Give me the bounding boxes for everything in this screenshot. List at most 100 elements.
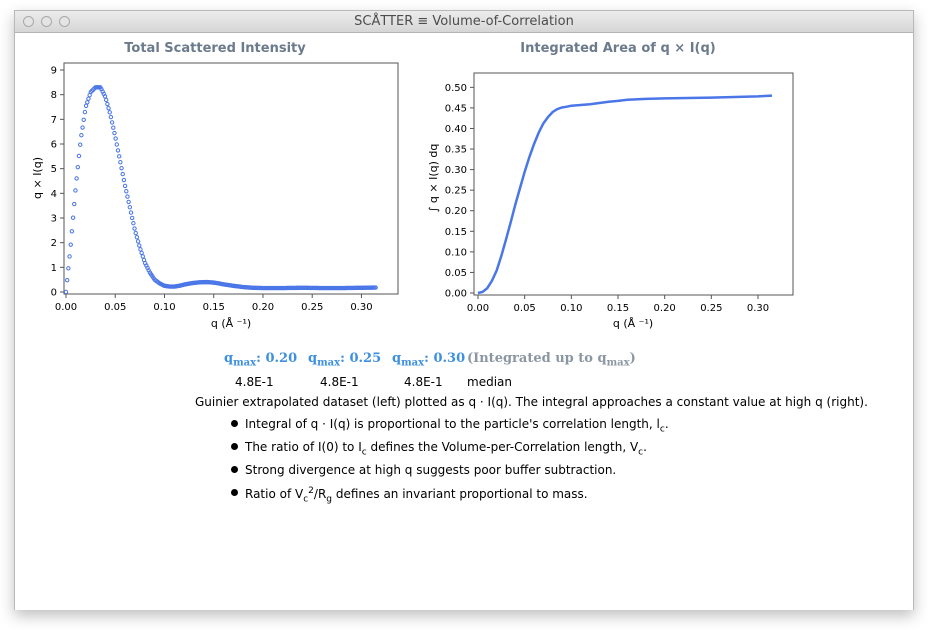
left-chart-point (109, 120, 115, 125)
bullet-icon (231, 420, 238, 427)
qmax-020: qmax: 0.20 (224, 351, 298, 369)
right-chart-y-ticks: 0.00 0.05 0.10 0.15 0.20 0.25 0.30 0.35 0.40 0.45… (445, 83, 474, 300)
value-025: 4.8E-1 (320, 375, 359, 389)
qmax-030: qmax: 0.30 (392, 351, 466, 369)
bullet-icon (231, 466, 238, 473)
left-chart-point (105, 101, 110, 107)
left-chart-point (68, 242, 73, 247)
list-item: The ratio of I(0) to Ic defines the Volu… (231, 440, 669, 463)
left-chart-y-tick-label: 4 (51, 189, 57, 200)
left-chart-point (73, 188, 78, 193)
left-chart-xlabel: q (Å ⁻¹) (211, 317, 251, 330)
left-chart-frame (63, 62, 399, 295)
left-chart-y-tick-label: 7 (51, 115, 57, 126)
right-chart-x-tick-label: 0.25 (700, 303, 722, 314)
left-chart-point (64, 277, 70, 283)
minimize-window-button[interactable] (41, 16, 52, 27)
left-chart-x-ticks: 0.00 0.05 0.10 0.15 0.20 0.25 0.30 (55, 294, 373, 313)
left-chart-ylabel: q × I(q) (31, 157, 44, 199)
left-chart-x-tick-label: 0.10 (153, 302, 175, 313)
bullet-icon (231, 443, 238, 450)
left-chart-point (140, 254, 146, 259)
right-chart-frame (473, 72, 794, 296)
left-chart-point (79, 133, 84, 138)
left-chart-points (63, 85, 378, 295)
left-chart-point (112, 130, 117, 136)
left-chart-x-tick-label: 0.05 (104, 302, 126, 313)
right-chart-y-tick-label: 0.00 (445, 289, 467, 300)
right-chart-x-tick-label: 0.10 (560, 303, 582, 314)
right-chart-x-ticks: 0.00 0.05 0.10 0.15 0.20 0.25 0.30 (467, 295, 769, 314)
left-chart-point (82, 109, 88, 115)
left-chart-point (114, 142, 120, 147)
right-chart-ylabel: ∫ q × I(q) dq (427, 144, 440, 213)
left-chart-point (76, 153, 82, 159)
zoom-window-button[interactable] (59, 16, 70, 27)
left-chart-point (77, 142, 83, 147)
left-chart-x-tick-label: 0.15 (203, 302, 225, 313)
right-chart-y-tick-label: 0.15 (445, 227, 467, 238)
left-chart-point (126, 199, 131, 205)
right-chart-x-tick-label: 0.15 (607, 303, 629, 314)
left-chart-point (85, 100, 90, 105)
bullet-icon (231, 489, 238, 496)
right-chart-y-tick-label: 0.30 (445, 165, 467, 176)
left-chart-point (128, 210, 134, 215)
left-chart-x-tick-label: 0.25 (301, 302, 323, 313)
left-chart-point (131, 221, 136, 226)
right-chart-y-tick-label: 0.20 (445, 206, 467, 217)
left-chart-y-tick-label: 2 (51, 238, 57, 249)
right-chart-xlabel: q (Å ⁻¹) (613, 317, 653, 330)
left-chart-point (121, 177, 127, 183)
left-chart-point (75, 164, 81, 170)
list-item: Strong divergence at high q suggests poo… (231, 463, 669, 486)
left-chart-point (107, 110, 112, 115)
left-chart-point (80, 125, 85, 130)
left-chart-point (108, 114, 114, 120)
right-chart-y-tick-label: 0.10 (445, 247, 467, 258)
left-chart-y-tick-label: 1 (51, 263, 57, 274)
left-chart-point (111, 125, 116, 130)
left-chart-point (135, 239, 141, 244)
left-chart-point (129, 215, 135, 221)
value-030: 4.8E-1 (404, 375, 443, 389)
right-chart-y-tick-label: 0.45 (445, 103, 467, 114)
left-chart-point (138, 247, 143, 252)
left-chart-point (113, 136, 118, 141)
integration-note: (Integrated up to qmax) (467, 351, 636, 369)
left-chart-point (120, 171, 125, 177)
left-chart-point (127, 205, 133, 210)
charts-area: Total Scattered Intensity 0 1 2 3 4 5 6 7 8 9 0.0… (31, 41, 794, 330)
list-item: Ratio of Vc2/Rg defines an invariant pro… (231, 486, 669, 509)
left-chart-point (72, 201, 77, 207)
right-chart-x-tick-label: 0.00 (467, 303, 489, 314)
app-window: SCÅTTER ≡ Volume-of-Correlation Total Sc… (14, 10, 914, 610)
close-window-button[interactable] (23, 16, 34, 27)
left-chart-point (125, 194, 130, 199)
left-chart-point (83, 103, 89, 109)
qmax-025: qmax: 0.25 (308, 351, 382, 369)
left-chart-y-tick-label: 0 (51, 288, 57, 299)
value-statistic: median (467, 375, 512, 389)
left-chart-point (63, 289, 69, 295)
right-chart-x-tick-label: 0.30 (747, 303, 769, 314)
qmax-row: qmax: 0.20 qmax: 0.25 qmax: 0.30 (Integr… (15, 351, 913, 371)
left-chart-point (122, 183, 128, 189)
left-chart-point (66, 266, 71, 271)
left-chart-y-tick-label: 3 (51, 214, 57, 225)
left-chart-y-tick-label: 6 (51, 140, 57, 151)
left-chart-point (67, 254, 72, 259)
left-chart-point (70, 215, 76, 220)
left-chart: Total Scattered Intensity 0 1 2 3 4 5 6 7 8 9 0.0… (31, 41, 399, 330)
left-chart-point (106, 105, 111, 111)
left-chart-point (115, 148, 121, 153)
notes-list: Integral of q · I(q) is proportional to … (231, 417, 669, 509)
left-chart-title: Total Scattered Intensity (124, 41, 306, 56)
left-chart-y-tick-label: 5 (51, 164, 57, 175)
right-chart-y-tick-label: 0.50 (445, 83, 467, 94)
title-bar: SCÅTTER ≡ Volume-of-Correlation (15, 11, 913, 33)
left-chart-point (373, 285, 378, 290)
left-chart-point (134, 235, 140, 240)
values-row: 4.8E-1 4.8E-1 4.8E-1 median (15, 375, 913, 391)
description-text: Guinier extrapolated dataset (left) plot… (195, 395, 868, 409)
